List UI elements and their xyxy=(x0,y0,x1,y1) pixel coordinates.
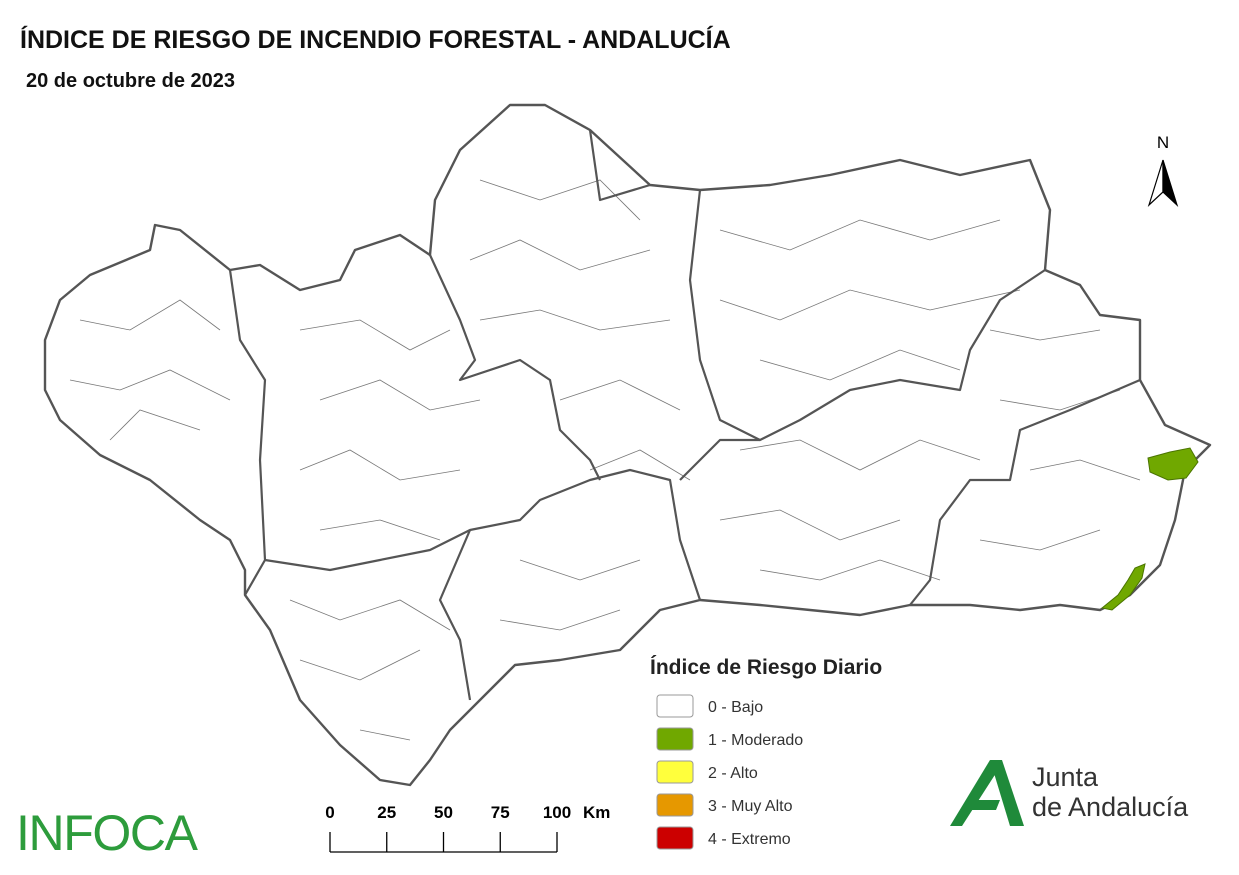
legend-label: 4 - Extremo xyxy=(708,831,791,848)
north-arrow: N xyxy=(1147,133,1179,207)
junta-line1: Junta xyxy=(1032,762,1099,792)
date: 20 de octubre de 2023 xyxy=(26,70,235,92)
scale-tick-label: 75 xyxy=(491,803,510,822)
infoca-logo: INFOCA xyxy=(16,805,199,861)
scale-tick-label: 25 xyxy=(377,803,396,822)
legend-swatch xyxy=(656,760,694,784)
province-boundaries xyxy=(228,129,1141,701)
scale-tick-label: 0 xyxy=(325,803,334,822)
legend-swatch xyxy=(656,793,694,817)
legend-swatch xyxy=(656,826,694,850)
legend-swatch xyxy=(656,727,694,751)
legend: 0 - Bajo 1 - Moderado 2 - Alto 3 - Muy Alto… xyxy=(656,694,803,850)
title: ÍNDICE DE RIESGO DE INCENDIO FORESTAL - … xyxy=(20,25,731,54)
junta-logo: Junta de Andalucía xyxy=(950,760,1189,826)
risk-area xyxy=(1100,563,1146,611)
scale-unit: Km xyxy=(583,803,610,822)
scale-tick-label: 100 xyxy=(543,803,571,822)
municipal-boundaries xyxy=(69,179,1141,741)
legend-label: 1 - Moderado xyxy=(708,732,803,749)
junta-line2: de Andalucía xyxy=(1032,792,1189,822)
legend-swatch xyxy=(656,694,694,718)
legend-label: 3 - Muy Alto xyxy=(708,798,793,815)
legend-title: Índice de Riesgo Diario xyxy=(650,656,882,679)
scale-tick-label: 50 xyxy=(434,803,453,822)
region-map xyxy=(43,103,1212,787)
risk-area xyxy=(1147,447,1199,481)
legend-label: 2 - Alto xyxy=(708,765,758,782)
scale-bar: 0 25 50 75 100 Km xyxy=(325,803,610,853)
legend-label: 0 - Bajo xyxy=(708,699,763,716)
north-label: N xyxy=(1157,133,1169,152)
